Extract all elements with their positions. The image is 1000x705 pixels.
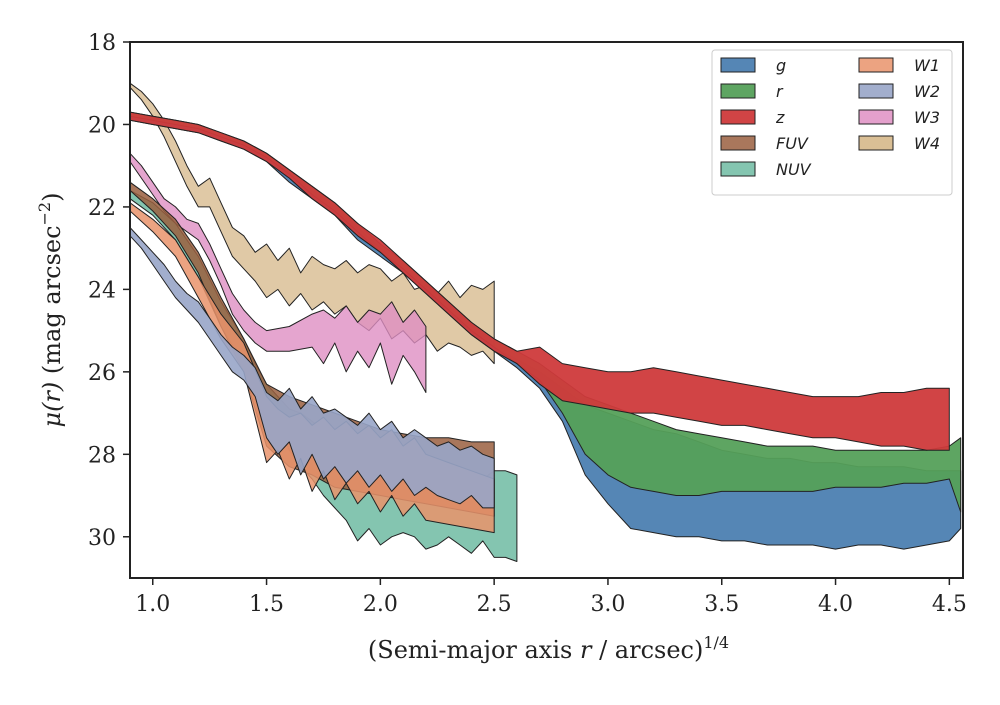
legend-swatch-W1: [858, 57, 894, 73]
legend-label-z: z: [775, 108, 785, 127]
y-axis-label: μ(r) (mag arcsec−2): [35, 193, 66, 428]
band-W3: [130, 152, 427, 393]
y-tick-label: 22: [88, 196, 116, 221]
legend: grz FUV NUV W1 W2 W3 W4: [711, 49, 953, 196]
x-tick-label: 3.5: [704, 592, 739, 617]
legend-label-FUV: FUV: [776, 134, 809, 153]
legend-label-r: r: [776, 82, 784, 101]
y-tick-label: 26: [88, 361, 116, 386]
legend-swatch-W4: [858, 135, 894, 151]
axes-layer: 1.0 1.5 2.0 2.5 3.0 3.5 4.0 4.5 18 20 22 24 26 28 30 (S…: [35, 31, 967, 664]
y-tick-label: 18: [88, 31, 116, 56]
legend-swatch-W2: [858, 83, 894, 99]
legend-swatch-W3: [858, 109, 894, 125]
legend-swatch-NUV: [720, 161, 756, 177]
legend-swatch-FUV: [720, 135, 756, 151]
x-tick-label: 2.0: [363, 592, 398, 617]
y-tick-label: 24: [88, 278, 116, 303]
x-tick-label: 1.0: [135, 592, 170, 617]
x-tick-label: 4.0: [818, 592, 853, 617]
y-tick-label: 30: [88, 526, 116, 551]
legend-label-W3: W3: [914, 108, 940, 127]
legend-label-W1: W1: [914, 56, 940, 75]
legend-label-NUV: NUV: [776, 160, 812, 179]
legend-swatch-g: [720, 57, 756, 73]
y-tick-label: 20: [88, 113, 116, 138]
x-tick-label: 3.0: [590, 592, 625, 617]
x-tick-label: 2.5: [477, 592, 512, 617]
band-z: [130, 111, 950, 451]
legend-swatch-r: [720, 83, 756, 99]
legend-label-W4: W4: [914, 134, 940, 153]
band-W2: [130, 227, 495, 509]
y-tick-label: 28: [88, 443, 116, 468]
legend-label-g: g: [776, 56, 786, 75]
x-axis-label: (Semi-major axis r / arcsec)1/4: [368, 633, 729, 664]
bands-layer: [130, 82, 962, 562]
plot-frame: [129, 41, 964, 579]
band-W4: [130, 82, 495, 365]
x-tick-label: 1.5: [249, 592, 284, 617]
x-tick-label: 4.5: [932, 592, 967, 617]
legend-swatch-z: [720, 109, 756, 125]
legend-label-W2: W2: [914, 82, 940, 101]
